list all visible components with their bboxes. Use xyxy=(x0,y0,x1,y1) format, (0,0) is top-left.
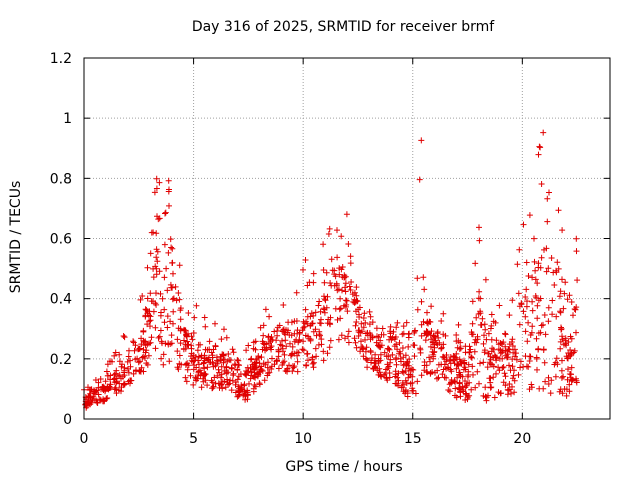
series-points xyxy=(81,129,581,411)
data-points xyxy=(81,129,581,411)
chart-title: Day 316 of 2025, SRMTID for receiver brm… xyxy=(192,19,495,35)
y-tick-label: 0 xyxy=(63,412,72,428)
x-tick-label: 0 xyxy=(80,431,89,447)
x-tick-label: 10 xyxy=(294,431,312,447)
axis-ticks: 0 5 10 15 20 0 0.2 0.4 0.6 0.8 1 1.2 xyxy=(50,51,610,447)
y-tick-label: 0.6 xyxy=(50,232,72,248)
y-tick-label: 1.2 xyxy=(50,51,72,67)
y-axis-label: SRMTID / TECUs xyxy=(8,181,24,294)
x-axis-label: GPS time / hours xyxy=(285,459,402,475)
y-tick-label: 0.8 xyxy=(50,171,72,187)
y-tick-label: 0.4 xyxy=(50,292,72,308)
grid-lines xyxy=(84,58,610,419)
y-tick-label: 1 xyxy=(63,111,72,127)
x-tick-label: 20 xyxy=(513,431,531,447)
y-tick-label: 0.2 xyxy=(50,352,72,368)
x-tick-label: 15 xyxy=(404,431,422,447)
x-tick-label: 5 xyxy=(189,431,198,447)
